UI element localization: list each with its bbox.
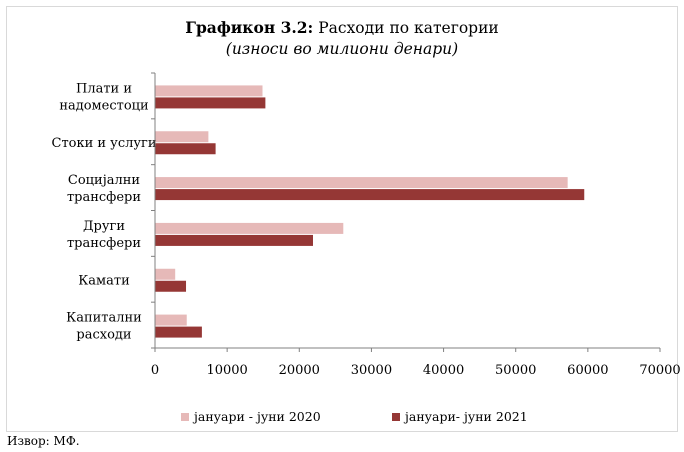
x-tick-label: 50000 — [495, 363, 536, 378]
category-label-0: Плати и надоместоци — [59, 81, 148, 113]
source-note: Извор: МФ. — [7, 434, 80, 448]
bar-2021-3 — [155, 234, 313, 246]
category-label-line: Стоки и услуги — [52, 136, 157, 151]
bar-2021-0 — [155, 97, 266, 109]
legend-label-2020: јануари - јуни 2020 — [194, 409, 321, 424]
category-label-line: Капитални — [66, 311, 142, 326]
category-label-line: расходи — [76, 328, 131, 343]
legend-swatch-2021 — [392, 412, 400, 421]
category-label-4: Камати — [78, 273, 130, 288]
bar-2020-3 — [155, 222, 344, 234]
category-label-5: Капитални расходи — [66, 311, 142, 343]
legend-item-2020: јануари - јуни 2020 — [181, 409, 321, 424]
bar-2020-4 — [155, 268, 176, 280]
x-tick-label: 0 — [151, 363, 159, 378]
chart-title-text: Расходи по категории — [318, 19, 499, 37]
chart-subtitle: (износи во милиони денари) — [225, 40, 459, 58]
bar-2020-0 — [155, 85, 263, 97]
category-label-line: Други — [83, 219, 125, 234]
bar-2021-5 — [155, 326, 202, 338]
category-label-line: надоместоци — [59, 98, 148, 113]
chart-frame — [6, 6, 678, 432]
category-label-line: Камати — [78, 273, 130, 288]
bar-2021-2 — [155, 189, 585, 201]
legend-label-2021: јануари- јуни 2021 — [405, 409, 528, 424]
category-label-line: трансфери — [67, 190, 141, 205]
x-tick-label: 20000 — [279, 363, 320, 378]
bar-2021-1 — [155, 143, 216, 155]
category-label-2: Социјални трансфери — [67, 173, 141, 205]
x-tick-label: 10000 — [206, 363, 247, 378]
bar-2021-4 — [155, 280, 187, 292]
bar-2020-1 — [155, 131, 209, 143]
legend-item-2021: јануари- јуни 2021 — [392, 409, 528, 424]
chart-title: Графикон 3.2: Расходи по категории — [0, 18, 684, 38]
category-label-line: Плати и — [76, 81, 132, 96]
x-tick-label: 40000 — [423, 363, 464, 378]
category-label-line: Социјални — [68, 173, 140, 188]
category-label-line: трансфери — [67, 236, 141, 251]
x-tick-label: 70000 — [639, 363, 680, 378]
category-label-3: Други трансфери — [67, 219, 141, 251]
x-tick-label: 60000 — [567, 363, 608, 378]
category-label-1: Стоки и услуги — [52, 136, 157, 151]
bar-2020-2 — [155, 177, 568, 189]
x-tick-label: 30000 — [351, 363, 392, 378]
bar-2020-5 — [155, 314, 187, 326]
legend-swatch-2020 — [181, 412, 189, 421]
chart-title-number: Графикон 3.2: — [185, 18, 314, 37]
